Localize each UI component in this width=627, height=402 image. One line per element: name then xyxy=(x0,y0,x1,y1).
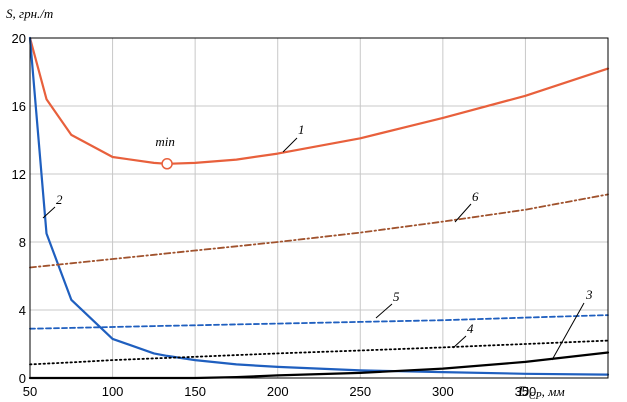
series-line-1 xyxy=(28,36,610,165)
y-tick-label: 0 xyxy=(19,371,26,386)
series-line-4 xyxy=(29,339,609,366)
y-tick-label: 20 xyxy=(12,31,26,46)
x-tick-label: 150 xyxy=(184,384,206,399)
leader-6 xyxy=(454,203,472,223)
leader-4 xyxy=(452,335,467,349)
x-tick-label: 100 xyxy=(102,384,124,399)
y-tick-label: 12 xyxy=(12,167,26,182)
curve-label-4: 4 xyxy=(467,321,474,336)
curve-label-5: 5 xyxy=(393,289,400,304)
series-line-5 xyxy=(29,314,609,330)
min-marker xyxy=(161,158,173,170)
x-tick-label: 50 xyxy=(23,384,37,399)
x-axis-title: DСР, мм xyxy=(517,384,565,402)
y-axis-ticks: 0 4 8 12 16 20 xyxy=(12,31,26,386)
leader-5 xyxy=(375,303,393,319)
plot-frame xyxy=(29,37,609,379)
x-axis-title-unit: , мм xyxy=(542,384,565,399)
curve-label-1: 1 xyxy=(298,122,305,137)
curve-label-6: 6 xyxy=(472,189,479,204)
x-tick-label: 200 xyxy=(267,384,289,399)
y-tick-label: 16 xyxy=(12,99,26,114)
x-axis-ticks: 50 100 150 200 250 300 350 xyxy=(23,384,537,399)
x-axis-title-sub: СР xyxy=(529,391,542,402)
series-line-6 xyxy=(29,193,609,269)
leader-1 xyxy=(282,137,298,153)
min-label: min xyxy=(155,134,175,149)
x-tick-label: 300 xyxy=(432,384,454,399)
x-axis-title-main: D xyxy=(517,384,529,400)
series-lines xyxy=(28,36,610,380)
curve-label-2: 2 xyxy=(56,192,63,207)
curve-label-3: 3 xyxy=(585,287,593,302)
x-tick-label: 350 xyxy=(515,384,537,399)
y-tick-label: 4 xyxy=(19,303,26,318)
leader-3 xyxy=(551,302,585,361)
y-tick-label: 8 xyxy=(19,235,26,250)
series-line-2 xyxy=(28,36,610,376)
leader-2 xyxy=(42,206,56,219)
y-axis-title: S, грн./т xyxy=(6,6,53,21)
x-tick-label: 250 xyxy=(349,384,371,399)
grid xyxy=(30,38,608,378)
